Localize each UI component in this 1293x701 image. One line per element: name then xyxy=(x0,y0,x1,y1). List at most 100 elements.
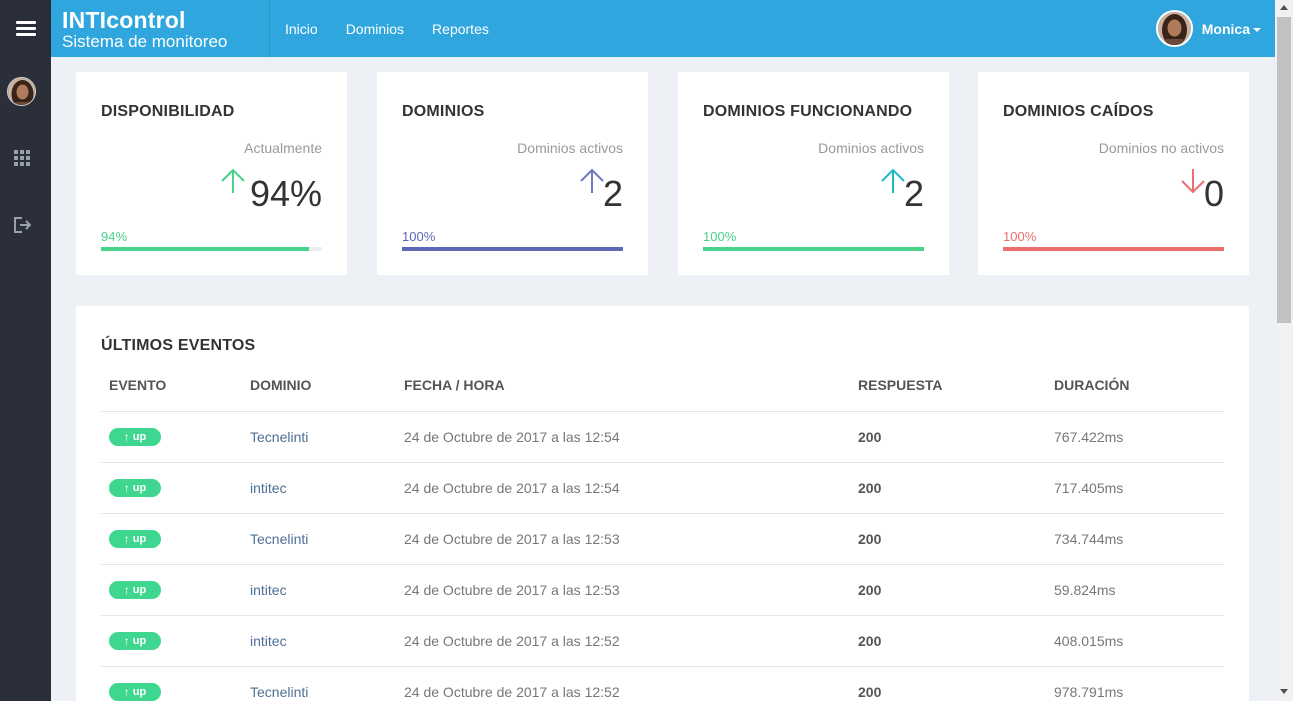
progress-bar-fill xyxy=(1003,247,1224,251)
card-title: DOMINIOS xyxy=(402,103,485,120)
card-subtitle: Dominios activos xyxy=(818,140,924,156)
logout-icon[interactable] xyxy=(12,215,32,235)
column-header-respuesta: RESPUESTA xyxy=(858,377,943,393)
column-header-duracion: DURACIÓN xyxy=(1054,377,1130,393)
card-percent-label: 94% xyxy=(101,229,128,244)
event-duration: 408.015ms xyxy=(1054,633,1124,649)
event-response: 200 xyxy=(858,531,882,547)
domain-link[interactable]: intitec xyxy=(250,633,287,649)
arrow-up-icon: ↑ xyxy=(123,685,130,699)
arrow-up-icon: ↑ xyxy=(123,430,130,444)
scrollbar[interactable] xyxy=(1275,0,1293,701)
event-datetime: 24 de Octubre de 2017 a las 12:53 xyxy=(404,531,620,547)
table-row: ↑ up Tecnelinti 24 de Octubre de 2017 a las… xyxy=(101,411,1224,462)
avatar[interactable] xyxy=(7,77,36,106)
menu-toggle-button[interactable] xyxy=(0,0,51,57)
card-percent-label: 100% xyxy=(402,229,436,244)
card-value: 2 xyxy=(903,173,924,214)
brand[interactable]: INTIcontrol Sistema de monitoreo xyxy=(51,0,270,57)
progress-bar xyxy=(1003,247,1224,251)
status-badge[interactable]: ↑ up xyxy=(109,683,161,701)
top-header: INTIcontrol Sistema de monitoreo Inicio … xyxy=(51,0,1275,57)
status-badge-label: up xyxy=(132,584,147,596)
arrow-up-icon: ↑ xyxy=(123,532,130,546)
card-value: 0 xyxy=(1203,173,1224,214)
status-badge[interactable]: ↑ up xyxy=(109,581,161,599)
domain-link[interactable]: intitec xyxy=(250,582,287,598)
status-badge-label: up xyxy=(132,482,147,494)
progress-bar-fill xyxy=(101,247,309,251)
progress-bar xyxy=(402,247,623,251)
scroll-down-icon[interactable] xyxy=(1280,689,1288,694)
event-response: 200 xyxy=(858,480,882,496)
progress-bar xyxy=(703,247,924,251)
main-nav: Inicio Dominios Reportes xyxy=(285,0,517,57)
nav-dominios[interactable]: Dominios xyxy=(345,20,405,37)
column-header-evento: EVENTO xyxy=(109,377,167,393)
status-badge-label: up xyxy=(132,635,147,647)
column-header-dominio: DOMINIO xyxy=(250,377,312,393)
table-row: ↑ up intitec 24 de Octubre de 2017 a las 12… xyxy=(101,564,1224,615)
arrow-up-icon: ↑ xyxy=(123,583,130,597)
stat-card: DISPONIBILIDAD Actualmente 94% 94% xyxy=(76,72,347,275)
card-subtitle: Dominios activos xyxy=(517,140,623,156)
arrow-up-icon: ↑ xyxy=(123,634,130,648)
table-row: ↑ up intitec 24 de Octubre de 2017 a las 12… xyxy=(101,615,1224,666)
arrow-up-icon xyxy=(220,167,246,195)
nav-inicio[interactable]: Inicio xyxy=(285,20,318,37)
progress-bar xyxy=(101,247,322,251)
arrow-up-icon xyxy=(579,167,605,195)
menu-icon xyxy=(15,21,36,36)
events-panel: ÚLTIMOS EVENTOS EVENTO DOMINIO FECHA / H… xyxy=(76,306,1249,701)
card-title: DISPONIBILIDAD xyxy=(101,103,235,120)
card-percent-label: 100% xyxy=(703,229,737,244)
card-subtitle: Actualmente xyxy=(244,140,322,156)
brand-title: INTIcontrol xyxy=(62,7,186,33)
domain-link[interactable]: Tecnelinti xyxy=(250,429,309,445)
card-value: 2 xyxy=(602,173,623,214)
card-value: 94% xyxy=(249,173,322,214)
event-datetime: 24 de Octubre de 2017 a las 12:52 xyxy=(404,684,620,700)
event-duration: 978.791ms xyxy=(1054,684,1124,700)
stat-card: DOMINIOS FUNCIONANDO Dominios activos 2 100… xyxy=(678,72,949,275)
chevron-down-icon xyxy=(1253,27,1261,32)
progress-bar-fill xyxy=(703,247,924,251)
grid-icon[interactable] xyxy=(12,148,32,168)
events-title: ÚLTIMOS EVENTOS xyxy=(101,337,256,354)
status-badge-label: up xyxy=(132,533,147,545)
scrollbar-thumb[interactable] xyxy=(1277,17,1291,323)
user-avatar xyxy=(1155,10,1193,47)
brand-subtitle: Sistema de monitoreo xyxy=(62,32,228,51)
domain-link[interactable]: Tecnelinti xyxy=(250,531,309,547)
arrow-up-icon: ↑ xyxy=(123,481,130,495)
status-badge[interactable]: ↑ up xyxy=(109,632,161,650)
event-datetime: 24 de Octubre de 2017 a las 12:53 xyxy=(404,582,620,598)
event-duration: 59.824ms xyxy=(1054,582,1116,598)
status-badge[interactable]: ↑ up xyxy=(109,479,161,497)
table-row: ↑ up Tecnelinti 24 de Octubre de 2017 a las… xyxy=(101,666,1224,701)
status-badge[interactable]: ↑ up xyxy=(109,428,161,446)
card-title: DOMINIOS FUNCIONANDO xyxy=(703,103,913,120)
stat-card: DOMINIOS Dominios activos 2 100% xyxy=(377,72,648,275)
event-duration: 734.744ms xyxy=(1054,531,1124,547)
event-duration: 767.422ms xyxy=(1054,429,1124,445)
domain-link[interactable]: Tecnelinti xyxy=(250,684,309,700)
progress-bar-fill xyxy=(402,247,623,251)
event-response: 200 xyxy=(858,633,882,649)
stat-card: DOMINIOS CAÍDOS Dominios no activos 0 100% xyxy=(978,72,1249,275)
user-menu[interactable]: Monica xyxy=(1155,10,1261,47)
card-subtitle: Dominios no activos xyxy=(1098,140,1224,156)
domain-link[interactable]: intitec xyxy=(250,480,287,496)
user-name: Monica xyxy=(1201,20,1250,37)
event-response: 200 xyxy=(858,429,882,445)
event-duration: 717.405ms xyxy=(1054,480,1124,496)
status-badge[interactable]: ↑ up xyxy=(109,530,161,548)
arrow-up-icon xyxy=(880,167,906,195)
table-row: ↑ up intitec 24 de Octubre de 2017 a las 12… xyxy=(101,462,1224,513)
sidebar xyxy=(0,0,51,701)
card-percent-label: 100% xyxy=(1003,229,1037,244)
event-datetime: 24 de Octubre de 2017 a las 12:54 xyxy=(404,429,620,445)
status-badge-label: up xyxy=(132,686,147,698)
scroll-up-icon[interactable] xyxy=(1280,5,1288,10)
nav-reportes[interactable]: Reportes xyxy=(432,20,489,37)
